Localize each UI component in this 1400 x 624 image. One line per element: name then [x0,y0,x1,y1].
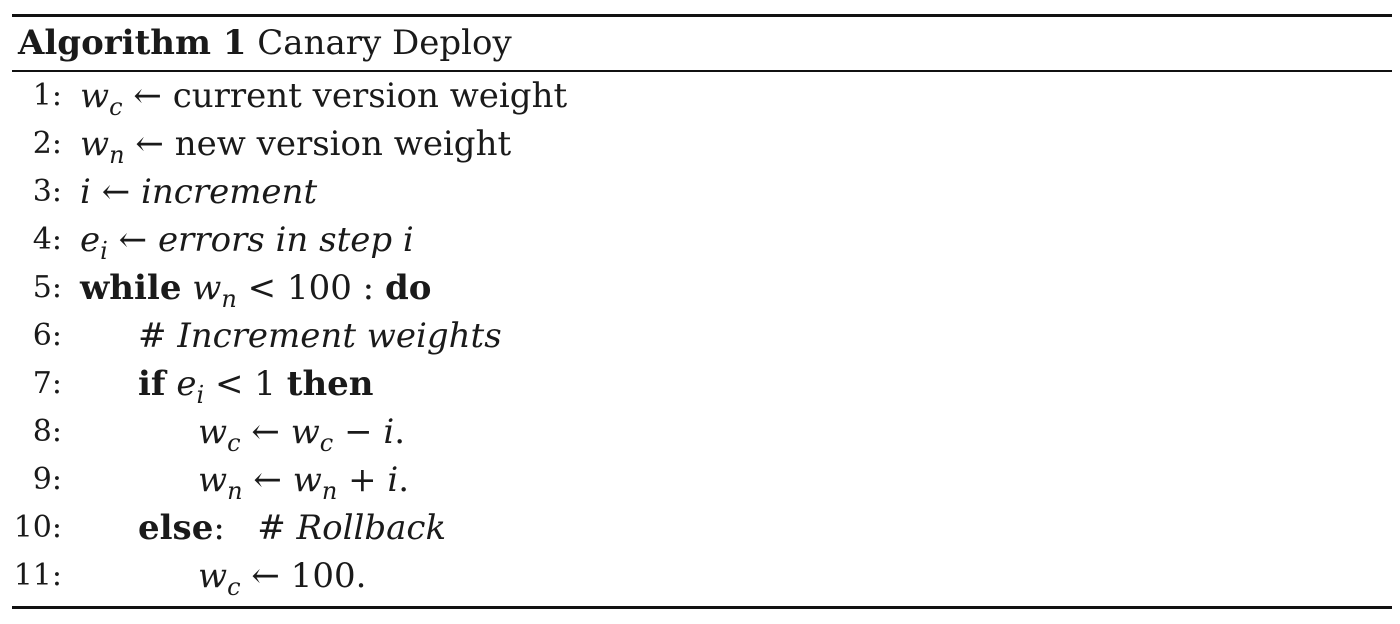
variable: w [80,76,110,116]
period: . [398,460,410,500]
line-text: errors in step i [157,220,414,260]
subscript: c [227,429,241,457]
line-number: 4: [32,222,62,257]
subscript: c [319,429,334,457]
line-number: 9: [32,462,62,497]
keyword-else: else [138,508,214,548]
value: 100 : [286,268,375,308]
header-rule [12,70,1392,72]
line-code: wc ← current version weight [80,72,567,123]
less-than: < [214,364,244,404]
less-than: < [247,268,277,308]
variable: e [80,220,101,260]
line-text: increment [141,172,318,212]
keyword-do: do [384,268,432,308]
line-code: wn ← wn + i. [198,456,409,507]
comment-text: Increment weights [177,316,502,356]
variable: e [176,364,197,404]
subscript: i [196,381,205,409]
variable: w [198,556,228,596]
keyword-while: while [80,268,182,308]
line-code: i ← increment [80,168,317,216]
line-number: 2: [32,126,62,161]
top-rule [12,14,1392,17]
algorithm-title: Canary Deploy [257,23,512,63]
variable: w [292,460,322,500]
period: . [394,412,406,452]
assign-arrow: ← [253,460,282,500]
value: 1 [254,364,276,404]
subscript: c [227,573,241,601]
comment-text: Rollback [296,508,447,548]
subscript: n [109,141,125,169]
variable: i [387,460,399,500]
line-code: if ei < 1 then [138,360,374,411]
assign-arrow: ← [135,124,164,164]
line-number: 8: [32,414,62,449]
variable: w [290,412,320,452]
plus-sign: + [348,460,377,500]
assign-arrow: ← [133,76,162,116]
value: 100. [290,556,367,596]
line-text: current version weight [172,76,568,116]
line-number: 7: [32,366,62,401]
line-code: wc ← 100. [198,552,366,603]
line-code: while wn < 100 : do [80,264,431,315]
line-number: 5: [32,270,62,305]
line-code: ei ← errors in step i [80,216,414,267]
subscript: i [100,237,108,265]
variable: w [198,460,228,500]
subscript: n [227,477,243,505]
assign-arrow: ← [101,172,131,212]
comment-hash: # [138,316,167,356]
line-number: 1: [32,78,62,113]
bottom-rule [12,606,1392,609]
line-code: # Increment weights [138,312,502,360]
assign-arrow: ← [251,556,280,596]
keyword-if: if [138,364,166,404]
line-number: 3: [32,174,62,209]
algorithm-label: Algorithm 1 [18,23,247,63]
subscript: c [109,93,123,121]
subscript: n [321,477,338,505]
assign-arrow: ← [251,412,280,452]
variable: w [198,412,228,452]
keyword-then: then [286,364,374,404]
algorithm-header: Algorithm 1 Canary Deploy [18,20,512,66]
subscript: n [221,285,237,313]
variable: i [383,412,395,452]
line-code: wc ← wc − i. [198,408,405,459]
assign-arrow: ← [118,220,148,260]
line-code: else: # Rollback [138,504,446,552]
line-number: 10: [13,510,62,545]
line-text: new version weight [174,124,512,164]
minus-sign: − [344,412,373,452]
comment-hash: # [257,508,286,548]
colon: : [213,508,225,548]
line-number: 6: [32,318,62,353]
line-code: wn ← new version weight [80,120,511,171]
variable: w [192,268,222,308]
variable: w [80,124,110,164]
line-number: 11: [13,558,62,593]
variable: i [80,172,91,212]
